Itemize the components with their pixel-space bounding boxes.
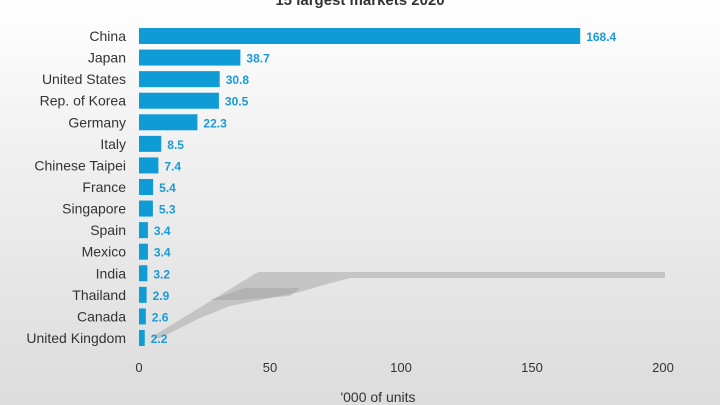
bar-thailand: [139, 286, 147, 303]
value-labels: 168.4 38.7 30.8 30.5 22.3 8.5 7.4 5.4 5.3 3.4 3.4 3…: [151, 30, 617, 346]
value-label-chinese-taipei: 7.4: [164, 159, 181, 173]
value-label-united-states: 30.8: [226, 73, 250, 87]
bar-rep-of-korea: [139, 92, 219, 109]
category-label-japan: Japan: [88, 50, 126, 66]
value-label-canada: 2.6: [152, 310, 169, 324]
value-label-italy: 8.5: [167, 138, 184, 152]
value-label-india: 3.2: [153, 267, 170, 281]
value-label-mexico: 3.4: [154, 246, 171, 260]
value-label-germany: 22.3: [203, 116, 227, 130]
bar-mexico: [139, 243, 148, 260]
value-label-united-kingdom: 2.2: [151, 332, 168, 346]
x-tick-label-100: 100: [390, 360, 412, 375]
x-tick-label-50: 50: [263, 360, 277, 375]
category-label-united-states: United States: [42, 71, 126, 87]
category-label-spain: Spain: [90, 222, 126, 238]
x-tick-label-150: 150: [521, 360, 543, 375]
category-label-rep-of-korea: Rep. of Korea: [40, 93, 127, 109]
value-label-thailand: 2.9: [153, 289, 170, 303]
category-label-united-kingdom: United Kingdom: [26, 330, 126, 346]
category-label-singapore: Singapore: [62, 201, 126, 217]
value-label-rep-of-korea: 30.5: [225, 95, 249, 109]
bar-singapore: [139, 200, 153, 217]
bar-germany: [139, 114, 198, 131]
value-label-japan: 38.7: [246, 52, 270, 66]
category-label-thailand: Thailand: [72, 287, 126, 303]
bar-india: [139, 265, 148, 282]
value-label-china: 168.4: [586, 30, 616, 44]
category-labels: China Japan United States Rep. of Korea Germ…: [26, 28, 126, 346]
bar-united-states: [139, 71, 220, 88]
bars-group: [139, 28, 581, 346]
x-axis-label: '000 of units: [340, 389, 415, 405]
watermark-robot-arm-icon: [150, 272, 665, 338]
category-label-italy: Italy: [100, 136, 126, 152]
category-label-germany: Germany: [68, 114, 126, 130]
category-label-chinese-taipei: Chinese Taipei: [34, 157, 126, 173]
category-label-china: China: [89, 28, 126, 44]
chart-title: 15 largest markets 2020: [275, 0, 444, 9]
bar-italy: [139, 135, 162, 152]
bar-japan: [139, 49, 241, 66]
bar-united-kingdom: [139, 329, 145, 346]
bar-spain: [139, 222, 148, 239]
category-label-france: France: [82, 179, 126, 195]
watermark-shadow-icon: [210, 288, 300, 300]
value-label-france: 5.4: [159, 181, 176, 195]
x-tick-label-200: 200: [652, 360, 674, 375]
x-tick-label-0: 0: [135, 360, 142, 375]
bar-chinese-taipei: [139, 157, 159, 174]
bar-china: [139, 28, 581, 44]
category-label-mexico: Mexico: [82, 244, 127, 260]
value-label-spain: 3.4: [154, 224, 171, 238]
bar-canada: [139, 308, 146, 325]
bar-france: [139, 178, 154, 195]
category-label-india: India: [96, 265, 127, 281]
category-label-canada: Canada: [77, 308, 126, 324]
value-label-singapore: 5.3: [159, 203, 176, 217]
x-axis-ticks: 0 50 100 150 200: [135, 360, 673, 375]
